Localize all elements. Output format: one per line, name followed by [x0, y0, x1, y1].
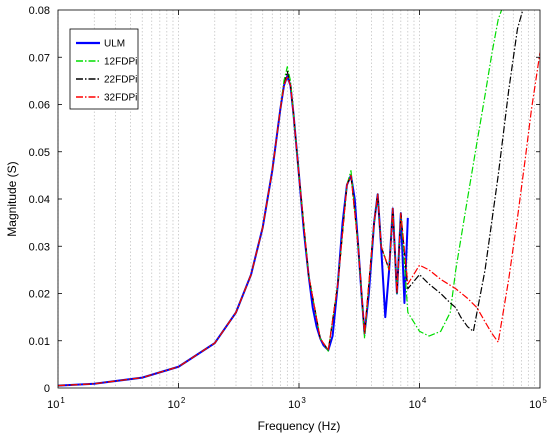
y-tick-label: 0.01 — [29, 336, 50, 348]
x-tick-label: 101 — [47, 396, 65, 411]
series-line-ulm — [58, 75, 409, 387]
x-tick-label: 104 — [409, 396, 427, 411]
y-tick-label: 0 — [44, 383, 50, 395]
series-line-32fdpi — [58, 52, 540, 387]
x-tick-label: 102 — [168, 396, 186, 411]
y-tick-label: 0.05 — [29, 147, 50, 159]
x-tick-label: 105 — [529, 396, 547, 411]
y-tick-label: 0.02 — [29, 289, 50, 301]
legend-label-12fdpi: 12FDPi — [104, 57, 137, 68]
y-tick-label: 0.08 — [29, 5, 50, 17]
legend: ULM 12FDPi 22FDPi 32FDPi — [69, 28, 139, 110]
y-tick-label: 0.04 — [29, 194, 50, 206]
legend-label-ulm: ULM — [104, 39, 125, 50]
x-tick-label: 103 — [288, 396, 306, 411]
y-tick-label: 0.06 — [29, 100, 50, 112]
series-layer — [58, 10, 540, 387]
y-axis-ticks: 0 0.01 0.02 0.03 0.04 0.05 0.06 0.07 0.08 — [29, 5, 540, 395]
grid-layer — [57, 10, 535, 388]
x-axis-title: Frequency (Hz) — [258, 419, 341, 433]
legend-label-22fdpi: 22FDPi — [104, 75, 137, 86]
y-tick-label: 0.03 — [29, 241, 50, 253]
y-tick-label: 0.07 — [29, 52, 50, 64]
x-axis-ticks: 101 102 103 104 105 — [47, 10, 547, 411]
y-axis-title: Magnitude (S) — [5, 161, 19, 236]
legend-label-32fdpi: 32FDPi — [104, 93, 137, 104]
